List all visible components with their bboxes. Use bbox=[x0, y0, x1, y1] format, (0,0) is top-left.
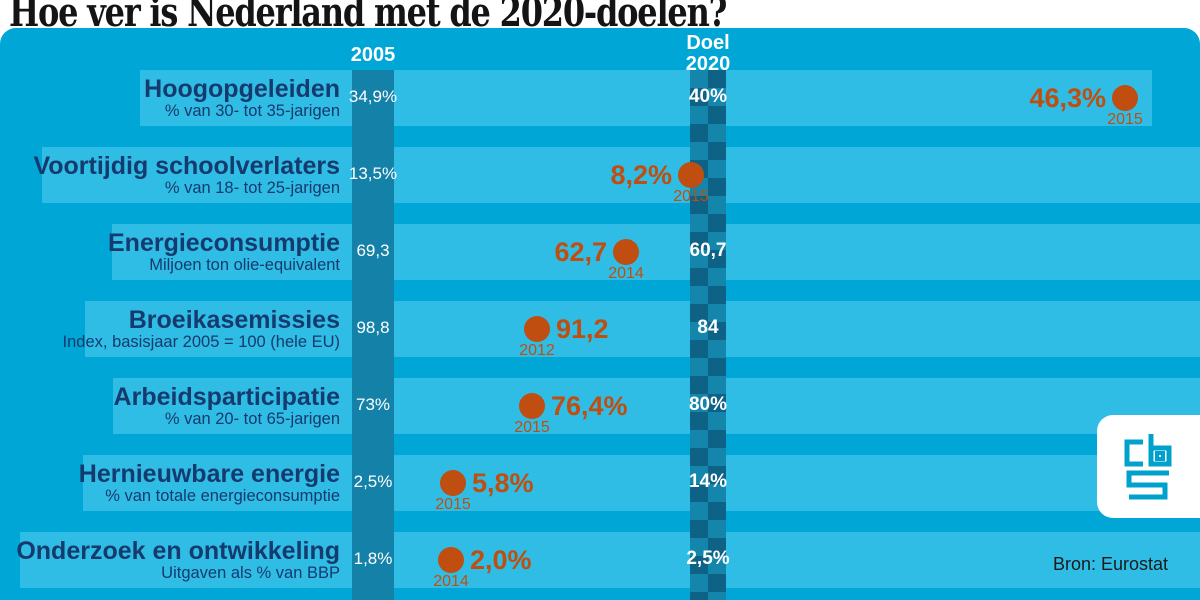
infographic-panel: 2005 Doel 2020 Hoogopgeleiden % van 30- … bbox=[0, 28, 1200, 600]
current-value: 5,8% bbox=[472, 468, 534, 498]
indicator-unit: Uitgaven als % van BBP bbox=[161, 564, 340, 582]
row-label: Hoogopgeleiden % van 30- tot 35-jarigen bbox=[0, 76, 340, 121]
indicator-name: Voortijdig schoolverlaters bbox=[33, 152, 340, 180]
indicator-unit: % van 18- tot 25-jarigen bbox=[164, 179, 340, 197]
row-band bbox=[113, 378, 1200, 434]
goal-value: 2,5% bbox=[686, 548, 730, 569]
current-value: 46,3% bbox=[1029, 83, 1106, 113]
row-label: Voortijdig schoolverlaters % van 18- tot… bbox=[0, 153, 340, 198]
current-value-year: 2012 bbox=[519, 342, 555, 359]
baseline-2005-column bbox=[352, 70, 394, 600]
current-value-dot bbox=[613, 239, 639, 265]
current-value-year: 2014 bbox=[433, 573, 469, 590]
row-label: Broeikasemissies Index, basisjaar 2005 =… bbox=[0, 307, 340, 352]
goal-value: 40% bbox=[688, 86, 728, 107]
goal-header-line1: Doel bbox=[686, 32, 730, 54]
row-band bbox=[140, 70, 1152, 126]
baseline-value: 13,5% bbox=[348, 164, 398, 183]
goal-2020-column bbox=[690, 70, 726, 600]
cbs-logo-icon bbox=[1124, 434, 1172, 500]
current-value-dot bbox=[678, 162, 704, 188]
current-value-year: 2014 bbox=[608, 265, 644, 282]
current-value-year: 2015 bbox=[673, 188, 709, 205]
row-band bbox=[112, 224, 1200, 280]
indicator-name: Hernieuwbare energie bbox=[78, 460, 340, 488]
row-label: Arbeidsparticipatie % van 20- tot 65-jar… bbox=[0, 384, 340, 429]
row-band bbox=[85, 301, 1200, 357]
goal-value: 80% bbox=[688, 394, 728, 415]
row-label: Onderzoek en ontwikkeling Uitgaven als %… bbox=[0, 538, 340, 583]
baseline-value: 34,9% bbox=[348, 87, 398, 106]
current-value: 8,2% bbox=[610, 160, 672, 190]
baseline-value: 98,8 bbox=[356, 318, 390, 337]
current-value-dot bbox=[440, 470, 466, 496]
current-value-dot bbox=[438, 547, 464, 573]
baseline-value: 1,8% bbox=[353, 549, 393, 568]
current-value: 91,2 bbox=[556, 314, 609, 344]
current-value-dot bbox=[524, 316, 550, 342]
goal-value: 84 bbox=[697, 317, 719, 338]
current-value-dot bbox=[519, 393, 545, 419]
baseline-value: 69,3 bbox=[356, 241, 390, 260]
current-value: 2,0% bbox=[470, 545, 532, 575]
indicator-unit: % van 20- tot 65-jarigen bbox=[164, 410, 340, 428]
cbs-logo bbox=[1097, 415, 1200, 518]
indicator-name: Energieconsumptie bbox=[108, 229, 340, 257]
row-band bbox=[20, 532, 1200, 588]
baseline-column-header: 2005 bbox=[350, 44, 396, 66]
indicator-name: Hoogopgeleiden bbox=[144, 75, 340, 103]
baseline-value: 2,5% bbox=[353, 472, 393, 491]
current-value-year: 2015 bbox=[435, 496, 471, 513]
goal-column-header: Doel 2020 bbox=[668, 33, 748, 75]
row-band bbox=[42, 147, 1200, 203]
goal-value: 14% bbox=[688, 471, 728, 492]
indicator-name: Broeikasemissies bbox=[128, 306, 340, 334]
goal-value: 60,7 bbox=[689, 240, 727, 261]
page-title: Hoe ver is Nederland met de 2020-doelen? bbox=[9, 0, 727, 36]
row-label: Hernieuwbare energie % van totale energi… bbox=[0, 461, 340, 506]
current-value-year: 2015 bbox=[1107, 111, 1143, 128]
indicator-unit: Miljoen ton olie-equivalent bbox=[149, 256, 340, 274]
indicator-name: Onderzoek en ontwikkeling bbox=[16, 537, 340, 565]
row-band bbox=[83, 455, 1200, 511]
source-credit: Bron: Eurostat bbox=[1052, 554, 1168, 574]
current-value-year: 2015 bbox=[514, 419, 550, 436]
indicator-name: Arbeidsparticipatie bbox=[113, 383, 340, 411]
row-label: Energieconsumptie Miljoen ton olie-equiv… bbox=[0, 230, 340, 275]
indicator-unit: % van 30- tot 35-jarigen bbox=[164, 102, 340, 120]
indicator-unit: % van totale energieconsumptie bbox=[105, 487, 340, 505]
baseline-value: 73% bbox=[355, 395, 391, 414]
indicator-unit: Index, basisjaar 2005 = 100 (hele EU) bbox=[62, 333, 340, 351]
current-value: 76,4% bbox=[551, 391, 628, 421]
current-value-dot bbox=[1112, 85, 1138, 111]
goal-header-line2: 2020 bbox=[685, 53, 731, 75]
current-value: 62,7 bbox=[554, 237, 607, 267]
